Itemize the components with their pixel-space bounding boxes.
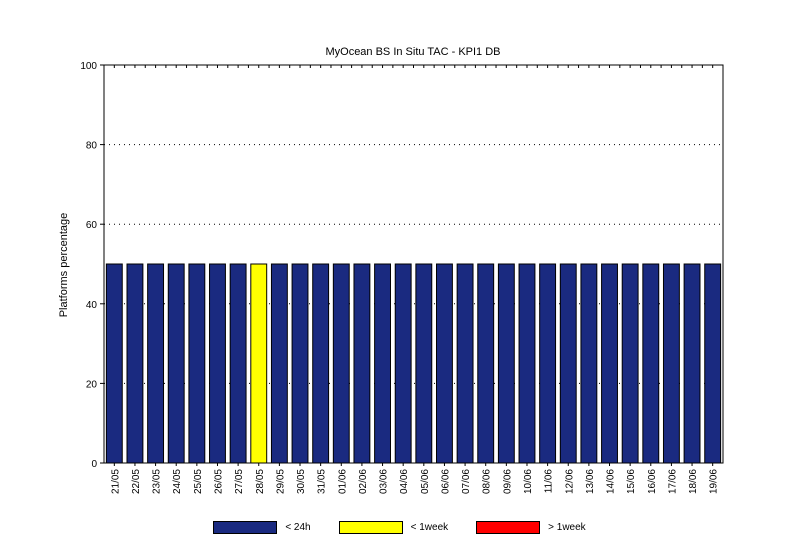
x-tick-label: 12/06 [564, 469, 575, 494]
y-tick-label: 40 [86, 300, 98, 311]
x-tick-label: 11/06 [544, 469, 555, 494]
bar-22-05-series-0 [126, 263, 144, 464]
x-tick-label: 05/06 [420, 469, 431, 494]
bar-28-05-series-1 [250, 263, 268, 464]
x-tick-label: 24/05 [172, 469, 183, 494]
bar-13-06-series-0 [580, 263, 598, 464]
bar-10-06-series-0 [518, 263, 536, 464]
bar-04-06-series-0 [394, 263, 412, 464]
bar-29-05-series-0 [270, 263, 288, 464]
bar-08-06-series-0 [477, 263, 495, 464]
bar-31-05-series-0 [312, 263, 330, 464]
grid-lines [104, 144, 723, 384]
bar-02-06-series-0 [353, 263, 371, 464]
y-axis-label: Platforms percentage [58, 213, 70, 318]
y-tick-label: 60 [86, 220, 98, 231]
bar-09-06-series-0 [497, 263, 515, 464]
legend-swatch-lt1week [338, 520, 403, 534]
y-tick-label: 20 [86, 379, 98, 390]
legend-label-lt24h: < 24h [285, 521, 311, 533]
chart-title: MyOcean BS In Situ TAC - KPI1 DB [325, 46, 500, 58]
legend-item-lt1week: < 1week [338, 520, 449, 534]
bar-27-05-series-0 [229, 263, 247, 464]
x-tick-label: 26/05 [213, 469, 224, 494]
bar-21-05-series-0 [105, 263, 123, 464]
x-tick-label: 07/06 [461, 469, 472, 494]
bar-12-06-series-0 [559, 263, 577, 464]
bar-05-06-series-0 [415, 263, 433, 464]
bar-19-06-series-0 [704, 263, 722, 464]
x-tick-label: 04/06 [399, 469, 410, 494]
bars [105, 263, 722, 464]
x-tick-label: 09/06 [502, 469, 513, 494]
x-tick-label: 01/06 [337, 469, 348, 494]
legend-label-lt1week: < 1week [410, 521, 449, 533]
x-tick-label: 18/06 [688, 469, 699, 494]
bar-01-06-series-0 [332, 263, 350, 464]
bar-11-06-series-0 [539, 263, 557, 464]
bar-18-06-series-0 [683, 263, 701, 464]
x-tick-label: 22/05 [131, 469, 142, 494]
legend-swatch-lt24h [213, 520, 278, 534]
x-tick-label: 06/06 [440, 469, 451, 494]
x-tick-label: 17/06 [667, 469, 678, 494]
bar-25-05-series-0 [188, 263, 206, 464]
bar-06-06-series-0 [436, 263, 453, 464]
x-tick-label: 08/06 [482, 469, 493, 494]
x-tick-label: 25/05 [193, 469, 204, 494]
x-tick-label: 29/05 [275, 469, 286, 494]
x-tick-label: 21/05 [110, 469, 121, 494]
x-tick-label: 14/06 [606, 469, 617, 494]
bar-03-06-series-0 [374, 263, 391, 464]
legend-swatch-gt1week [476, 520, 541, 534]
x-tick-label: 28/05 [255, 469, 266, 494]
x-tick-label: 15/06 [626, 469, 637, 494]
y-tick-label: 0 [91, 459, 97, 470]
x-tick-label: 23/05 [152, 469, 163, 494]
x-tick-label: 16/06 [647, 469, 658, 494]
bar-24-05-series-0 [167, 263, 185, 464]
legend: < 24h < 1week > 1week [0, 519, 799, 535]
legend-item-lt24h: < 24h [213, 520, 311, 534]
bar-23-05-series-0 [147, 263, 165, 464]
x-tick-label: 10/06 [523, 469, 534, 494]
y-tick-label: 80 [86, 141, 98, 152]
bar-07-06-series-0 [456, 263, 474, 464]
x-tick-label: 30/05 [296, 469, 307, 494]
bar-chart: MyOcean BS In Situ TAC - KPI1 DB Platfor… [58, 46, 724, 494]
x-tick-label: 03/06 [379, 469, 390, 494]
x-tick-label: 27/05 [234, 469, 245, 494]
bar-15-06-series-0 [621, 263, 639, 464]
bar-17-06-series-0 [662, 263, 680, 464]
x-tick-label: 13/06 [585, 469, 596, 494]
x-tick-label: 02/06 [358, 469, 369, 494]
bar-14-06-series-0 [601, 263, 618, 464]
y-axis-ticks: 0 20 40 60 80 100 [80, 61, 724, 470]
bar-30-05-series-0 [291, 263, 309, 464]
y-tick-label: 100 [80, 61, 97, 72]
legend-label-gt1week: > 1week [548, 521, 586, 533]
bar-26-05-series-0 [209, 263, 226, 464]
x-tick-label: 19/06 [709, 469, 720, 494]
legend-item-gt1week: > 1week [476, 520, 586, 534]
bar-16-06-series-0 [642, 263, 660, 464]
x-tick-label: 31/05 [317, 469, 328, 494]
x-axis-ticks: 21/05 22/05 23/05 24/05 25/05 26/05 27/05 28/05… [110, 463, 720, 494]
